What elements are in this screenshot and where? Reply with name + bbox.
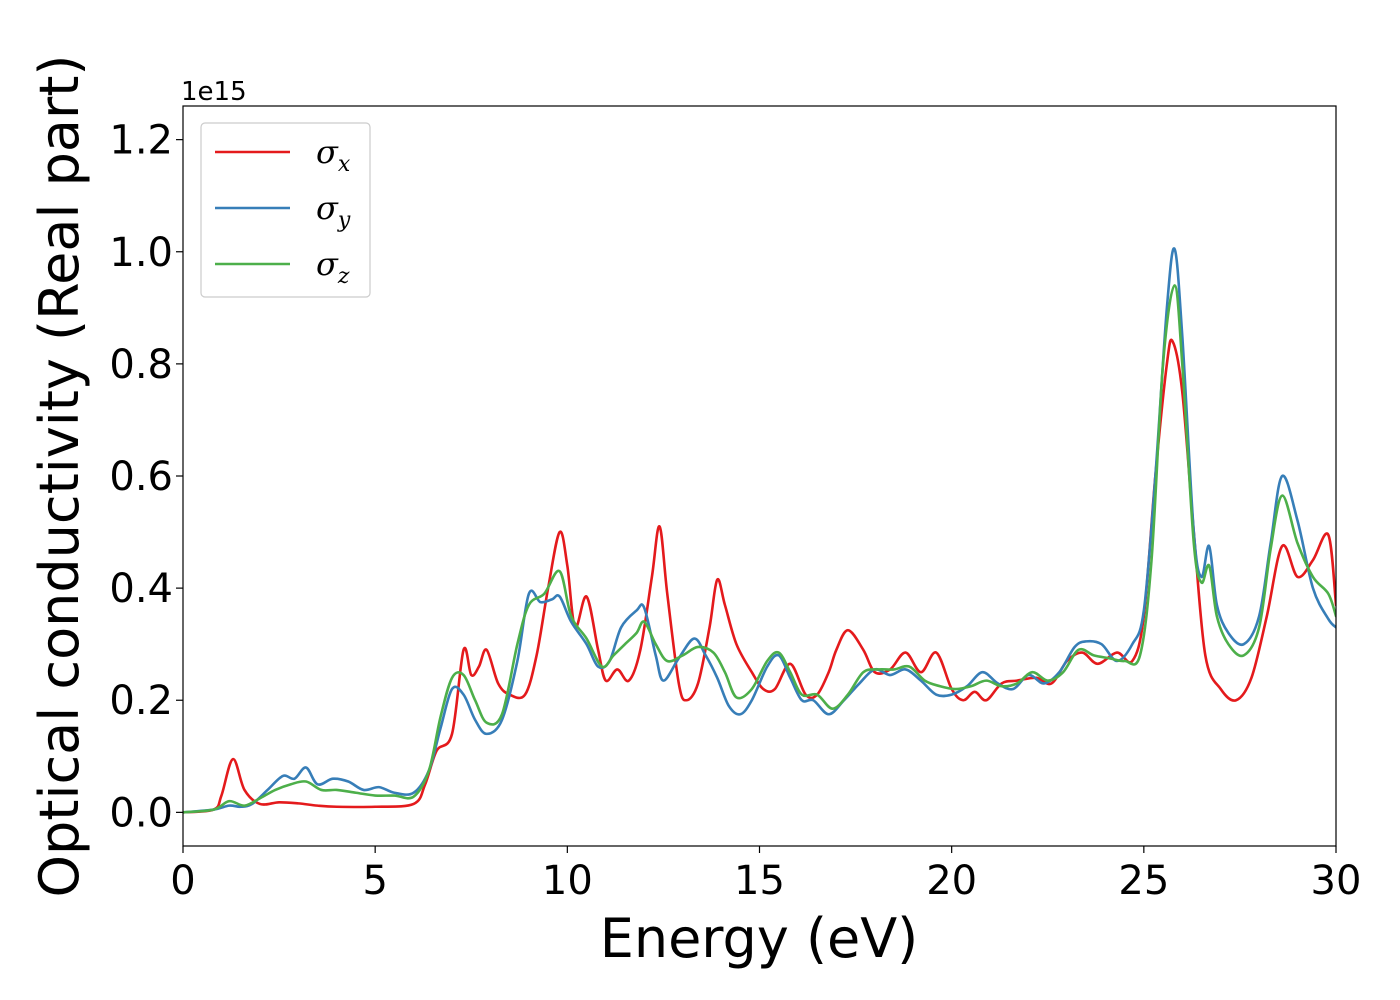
legend-label-x: σx	[316, 133, 351, 177]
y-tick-label: 0.0	[109, 790, 173, 836]
y-tick-label: 1.0	[109, 230, 173, 276]
y-tick-label: 0.6	[109, 454, 173, 500]
x-tick-label: 15	[734, 858, 785, 904]
x-tick-label: 30	[1311, 858, 1362, 904]
x-tick-label: 25	[1118, 858, 1169, 904]
x-tick-label: 5	[362, 858, 387, 904]
plot-area	[183, 106, 1336, 846]
legend-box	[200, 122, 371, 298]
x-tick-label: 20	[926, 858, 977, 904]
y-tick-label: 0.8	[109, 342, 173, 388]
legend: σx σy σz	[200, 122, 371, 298]
legend-entries: σx σy σz	[215, 133, 351, 289]
y-axis-label: Optical conductivity (Real part)	[28, 55, 91, 898]
y-tick-label: 0.4	[109, 566, 173, 612]
y-axis: 0.0 0.2 0.4 0.6 0.8 1.0 1.2	[109, 118, 183, 836]
series-line-z	[183, 284, 1336, 814]
y-tick-label: 0.2	[109, 678, 173, 724]
y-offset-label: 1e15	[181, 77, 247, 107]
legend-label-z: σz	[316, 245, 350, 289]
x-tick-label: 0	[170, 858, 195, 904]
series-layer	[183, 247, 1336, 814]
x-axis-label: Energy (eV)	[600, 907, 919, 970]
series-line-y	[183, 247, 1336, 814]
y-tick-label: 1.2	[109, 118, 173, 164]
x-axis: 0 5 10 15 20 25 30	[170, 846, 1361, 904]
x-tick-label: 10	[542, 858, 593, 904]
legend-label-y: σy	[316, 189, 351, 233]
